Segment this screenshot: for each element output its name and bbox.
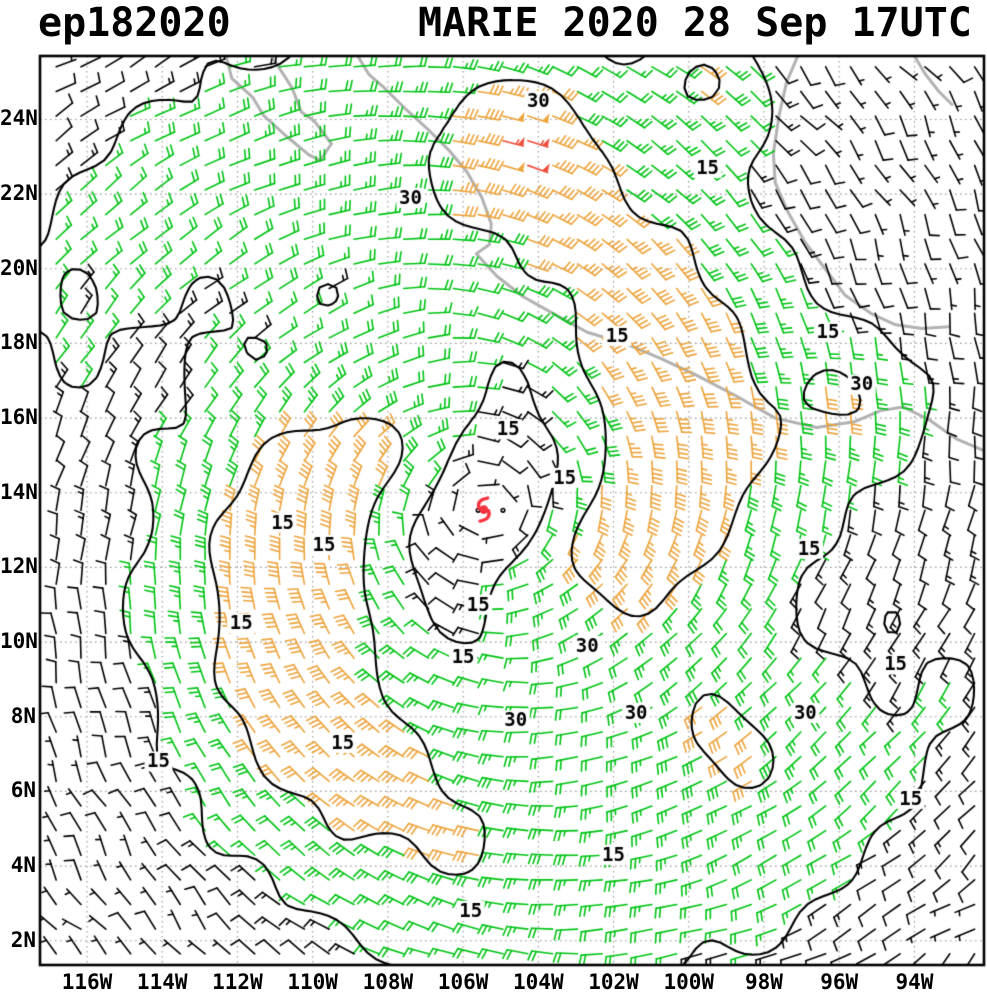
x-axis-tick-label: 116W (61, 970, 113, 994)
x-axis-tick-label: 114W (136, 970, 188, 994)
y-axis-tick-label: 2N (10, 927, 36, 952)
x-axis-tick-label: 108W (362, 970, 414, 994)
x-axis-tick-label: 106W (437, 970, 489, 994)
x-axis-tick-label: 104W (513, 970, 564, 994)
y-axis-tick-label: 14N (0, 479, 38, 504)
storm-id-title: ep182020 (38, 0, 231, 46)
y-axis-tick-label: 20N (0, 255, 38, 280)
x-axis-tick-label: 100W (663, 970, 715, 994)
y-axis-tick-label: 22N (0, 181, 38, 206)
y-axis-tick-label: 24N (0, 106, 38, 131)
x-axis-tick-label: 96W (820, 970, 859, 994)
wind-barb-map-canvas (0, 54, 987, 989)
figure-header: ep182020 MARIE 2020 28 Sep 17UTC (0, 0, 987, 54)
map-plot-area: 116W 114W 112W 110W 108W 106W 104W 102W 100W 98W 9… (0, 54, 987, 994)
x-axis-tick-label: 98W (745, 970, 783, 994)
y-axis-tick-label: 10N (0, 629, 38, 654)
y-axis-tick-label: 6N (10, 778, 36, 803)
x-axis-tick-label: 112W (212, 970, 263, 994)
x-axis-tick-label: 102W (588, 970, 639, 994)
x-axis-tick-label: 94W (895, 970, 934, 994)
x-axis-tick-label: 110W (287, 970, 338, 994)
y-axis-tick-label: 8N (10, 703, 36, 728)
y-axis-tick-label: 16N (0, 405, 38, 430)
y-axis-tick-label: 4N (10, 853, 36, 878)
y-axis-tick-label: 12N (0, 554, 38, 579)
y-axis-tick-label: 18N (0, 330, 38, 355)
figure-title: MARIE 2020 28 Sep 17UTC (418, 0, 972, 46)
